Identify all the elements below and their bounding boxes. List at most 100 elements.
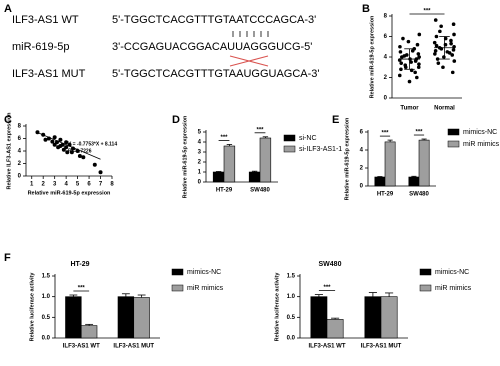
bar: [310, 296, 328, 339]
y-tick-label: 6: [384, 34, 388, 40]
fit-r2: R²=0.7226: [68, 148, 92, 154]
dot: [452, 59, 457, 63]
sequence-name: ILF3-AS1 WT: [12, 14, 79, 26]
y-tick-label: 2: [198, 160, 202, 166]
dot: [417, 55, 421, 59]
x-tick-label: Normal: [434, 106, 455, 112]
bar: [384, 141, 396, 187]
y-axis-label: Relative ILF3-AS1 expression: [6, 112, 12, 190]
dot: [451, 22, 456, 27]
dot: [436, 61, 441, 65]
x-tick-label: HT-29: [216, 188, 233, 194]
panel-letter: F: [4, 252, 11, 264]
sequence-name: miR-619-5p: [12, 41, 69, 53]
dot: [433, 49, 438, 53]
sequence: 3'-CCGAGUACGGACAUUAGGGUCG-5': [112, 41, 312, 53]
x-tick-label: ILF3-AS1 MUT: [361, 344, 402, 350]
bar: [418, 139, 430, 187]
dot: [416, 65, 421, 70]
chart-title: SW480: [319, 261, 342, 268]
dot: [433, 18, 438, 22]
bar: [364, 296, 382, 339]
dot: [403, 63, 408, 67]
y-tick-label: 4: [198, 140, 202, 146]
bar: [408, 176, 420, 187]
x-tick-label: SW480: [409, 192, 429, 198]
bar: [80, 325, 98, 339]
significance: ***: [415, 130, 423, 136]
dot: [449, 41, 453, 46]
dot: [416, 52, 421, 56]
significance: ***: [381, 131, 389, 137]
point: [64, 145, 69, 150]
chart-title: HT-29: [70, 261, 89, 268]
point: [52, 135, 57, 140]
y-axis-label: Relative luciferase activity: [274, 272, 280, 342]
dot: [398, 44, 402, 49]
x-tick-label: SW480: [250, 188, 270, 194]
x-tick-label: 3: [53, 182, 57, 188]
y-tick-label: 5: [198, 130, 202, 136]
x-tick-label: 1: [30, 182, 34, 188]
legend-label: si-ILF3-AS1-1: [299, 146, 342, 153]
y-tick-label: 1.0: [287, 294, 296, 300]
dot: [442, 55, 446, 59]
y-tick-label: 4: [360, 148, 364, 154]
bar: [212, 171, 225, 183]
bar: [117, 296, 135, 339]
x-tick-label: HT-29: [377, 192, 394, 198]
significance: ***: [423, 9, 431, 15]
dot: [409, 60, 413, 64]
y-axis-label: Relative miR-619-5p expression: [369, 15, 375, 98]
significance: ***: [323, 285, 331, 291]
panel-letter: B: [362, 3, 370, 15]
dot: [404, 53, 409, 57]
y-tick-label: 4: [18, 149, 22, 155]
x-tick-label: 5: [76, 182, 80, 188]
bar: [259, 137, 272, 183]
point: [43, 137, 48, 142]
y-tick-label: 2: [18, 161, 22, 167]
bar: [133, 297, 150, 339]
dot: [398, 50, 403, 54]
x-tick-label: ILF3-AS1 MUT: [113, 344, 154, 350]
x-tick-label: 7: [99, 182, 103, 188]
legend-swatch: [283, 145, 296, 153]
x-tick-label: 8: [110, 182, 114, 188]
dot: [417, 62, 421, 66]
point: [69, 150, 74, 155]
x-tick-label: Tumor: [400, 106, 419, 112]
dot: [434, 34, 439, 39]
y-tick-label: 1.5: [42, 274, 51, 280]
legend-label: si-NC: [299, 135, 317, 142]
bar: [248, 171, 261, 183]
y-tick-label: 1.0: [42, 294, 51, 300]
sequence: 5'-TGGCTCACGTTTGTAATCCCAGCA-3': [112, 14, 316, 26]
x-tick-label: 4: [64, 182, 68, 188]
dot: [417, 32, 422, 37]
bar: [326, 319, 344, 339]
y-tick-label: 6: [360, 130, 364, 136]
legend-label: miR mimics: [463, 141, 500, 148]
legend-swatch: [447, 128, 460, 136]
dot: [445, 50, 450, 54]
bar: [65, 296, 82, 339]
point: [65, 150, 70, 155]
dot: [449, 38, 453, 43]
legend-label: miR mimics: [435, 285, 472, 292]
dot: [413, 70, 417, 75]
legend-label: miR mimics: [187, 285, 224, 292]
legend-swatch: [171, 268, 184, 276]
dot: [401, 36, 405, 41]
dot: [450, 70, 455, 75]
y-tick-label: 3: [198, 150, 202, 156]
x-tick-label: 2: [42, 182, 46, 188]
dot: [439, 24, 443, 29]
point: [64, 140, 69, 145]
dot: [406, 39, 411, 44]
dot: [438, 29, 442, 34]
dot: [415, 75, 419, 80]
y-axis-label: Relative luciferase activity: [29, 272, 35, 342]
legend-swatch: [447, 140, 460, 148]
